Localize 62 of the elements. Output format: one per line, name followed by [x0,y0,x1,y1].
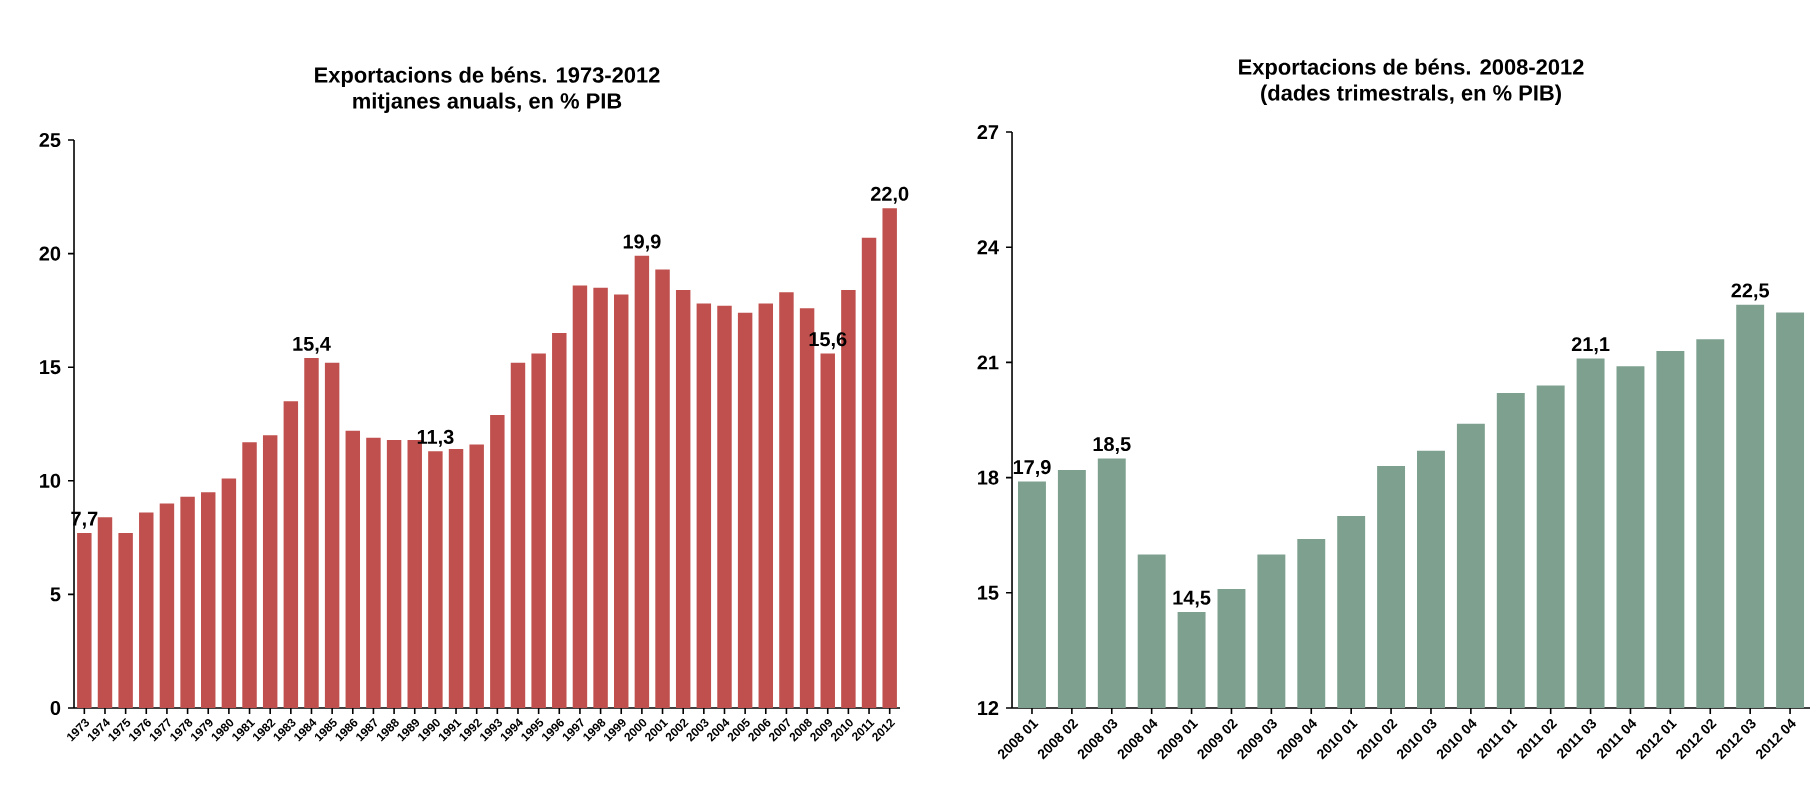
bar [139,512,154,708]
bar [283,401,299,708]
chart-subtitle: mitjanes anuals, en % PIB [353,92,622,113]
bar [737,312,753,708]
y-tick-label: 10 [40,473,61,488]
bar [345,430,361,708]
bar [262,435,278,708]
bar [221,478,237,708]
y-tick-label: 5 [50,587,61,602]
y-tick-label: 27 [977,125,999,139]
bar [882,208,897,708]
y-tick-label: 15 [978,585,999,600]
y-tick-label: 24 [977,240,999,255]
data-label: 21,1 [1571,337,1610,355]
bar [366,437,381,708]
data-label: 22,0 [870,186,909,204]
chart-title: Exportacions de béns. 1973-2012 [315,66,660,88]
bar [552,333,567,708]
y-tick-label: 18 [978,470,999,485]
bar [386,439,402,708]
bar [820,353,835,708]
y-tick-label: 15 [40,360,61,375]
y-tick-label: 12 [978,701,999,715]
bar [304,358,319,708]
bar [242,442,257,708]
bar [118,533,133,708]
bar [614,294,629,708]
y-tick-label: 25 [39,132,61,148]
y-tick-label: 0 [50,700,61,716]
bar [572,285,588,708]
data-label: 19,9 [623,234,661,252]
bar [696,303,712,708]
y-tick-label: 21 [977,355,999,370]
bar [428,451,443,708]
bar [77,533,92,708]
bar [634,255,650,708]
data-label: 15,4 [293,336,331,354]
bar [159,503,175,708]
data-label: 22,5 [1731,283,1770,301]
bar [655,269,670,708]
bar [717,305,732,708]
bar [510,362,526,708]
y-tick-label: 20 [39,246,61,261]
bar [593,287,608,708]
bar [531,353,546,708]
bar [448,448,464,708]
chart-subtitle: (dades trimestrals, en % PIB) [1261,84,1561,105]
chart-title: Exportacions de béns. 2008-2012 [1239,58,1584,80]
bar [97,517,113,708]
bar [779,292,794,708]
bar [861,237,877,708]
data-label: 14,5 [1173,590,1211,608]
data-label: 18,5 [1093,437,1131,455]
bar [469,444,484,708]
bar [180,496,195,708]
bar [675,289,691,708]
bar [201,492,216,708]
data-label: 17,9 [1013,460,1051,478]
bar [490,414,505,708]
bar [758,303,774,708]
data-label: 11,3 [417,429,454,447]
bar [324,362,340,708]
